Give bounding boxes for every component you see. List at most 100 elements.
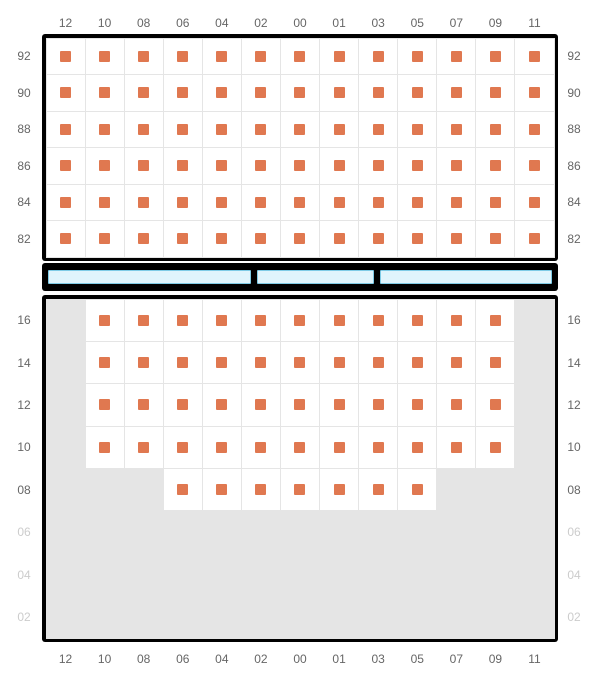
seat-cell[interactable] (85, 184, 125, 222)
seat-cell[interactable] (46, 220, 86, 258)
seat-cell[interactable] (241, 74, 281, 112)
seat-cell[interactable] (202, 383, 242, 426)
seat-cell[interactable] (202, 468, 242, 511)
seat-cell[interactable] (358, 184, 398, 222)
seat-cell[interactable] (85, 38, 125, 76)
seat-cell[interactable] (436, 383, 476, 426)
seat-cell[interactable] (202, 147, 242, 185)
seat-cell[interactable] (202, 111, 242, 149)
seat-cell[interactable] (475, 341, 515, 384)
seat-cell[interactable] (85, 111, 125, 149)
seat-cell[interactable] (241, 147, 281, 185)
seat-cell[interactable] (85, 341, 125, 384)
seat-cell[interactable] (436, 111, 476, 149)
seat-cell[interactable] (46, 184, 86, 222)
seat-cell[interactable] (475, 38, 515, 76)
seat-cell[interactable] (241, 220, 281, 258)
seat-cell[interactable] (124, 426, 164, 469)
seat-cell[interactable] (280, 111, 320, 149)
seat-cell[interactable] (163, 468, 203, 511)
seat-cell[interactable] (436, 184, 476, 222)
seat-cell[interactable] (397, 468, 437, 511)
seat-cell[interactable] (241, 426, 281, 469)
seat-cell[interactable] (397, 299, 437, 342)
seat-cell[interactable] (358, 147, 398, 185)
seat-cell[interactable] (475, 383, 515, 426)
seat-cell[interactable] (85, 426, 125, 469)
seat-cell[interactable] (202, 220, 242, 258)
seat-cell[interactable] (124, 38, 164, 76)
seat-cell[interactable] (475, 111, 515, 149)
seat-cell[interactable] (280, 184, 320, 222)
seat-cell[interactable] (397, 147, 437, 185)
seat-cell[interactable] (475, 184, 515, 222)
seat-cell[interactable] (202, 184, 242, 222)
seat-cell[interactable] (85, 299, 125, 342)
seat-cell[interactable] (319, 468, 359, 511)
seat-cell[interactable] (397, 74, 437, 112)
seat-cell[interactable] (163, 299, 203, 342)
seat-cell[interactable] (475, 147, 515, 185)
seat-cell[interactable] (358, 74, 398, 112)
seat-cell[interactable] (514, 74, 554, 112)
seat-cell[interactable] (202, 426, 242, 469)
seat-cell[interactable] (358, 38, 398, 76)
seat-cell[interactable] (397, 220, 437, 258)
seat-cell[interactable] (319, 426, 359, 469)
seat-cell[interactable] (241, 38, 281, 76)
seat-cell[interactable] (436, 299, 476, 342)
seat-cell[interactable] (85, 383, 125, 426)
seat-cell[interactable] (46, 147, 86, 185)
seat-cell[interactable] (358, 220, 398, 258)
seat-cell[interactable] (163, 111, 203, 149)
seat-cell[interactable] (436, 38, 476, 76)
seat-cell[interactable] (475, 74, 515, 112)
seat-cell[interactable] (241, 468, 281, 511)
seat-cell[interactable] (280, 74, 320, 112)
seat-cell[interactable] (124, 184, 164, 222)
seat-cell[interactable] (358, 383, 398, 426)
seat-cell[interactable] (46, 74, 86, 112)
seat-cell[interactable] (46, 38, 86, 76)
seat-cell[interactable] (124, 147, 164, 185)
seat-cell[interactable] (163, 74, 203, 112)
seat-cell[interactable] (397, 111, 437, 149)
seat-cell[interactable] (514, 38, 554, 76)
seat-cell[interactable] (319, 147, 359, 185)
seat-cell[interactable] (85, 74, 125, 112)
seat-cell[interactable] (319, 220, 359, 258)
seat-cell[interactable] (163, 383, 203, 426)
seat-cell[interactable] (163, 220, 203, 258)
seat-cell[interactable] (124, 74, 164, 112)
seat-cell[interactable] (124, 299, 164, 342)
seat-cell[interactable] (241, 299, 281, 342)
seat-cell[interactable] (358, 299, 398, 342)
seat-cell[interactable] (280, 299, 320, 342)
seat-cell[interactable] (358, 468, 398, 511)
seat-cell[interactable] (46, 111, 86, 149)
seat-cell[interactable] (436, 147, 476, 185)
seat-cell[interactable] (397, 38, 437, 76)
seat-cell[interactable] (397, 184, 437, 222)
seat-cell[interactable] (514, 147, 554, 185)
seat-cell[interactable] (241, 111, 281, 149)
seat-cell[interactable] (397, 426, 437, 469)
seat-cell[interactable] (514, 220, 554, 258)
seat-cell[interactable] (280, 383, 320, 426)
seat-cell[interactable] (358, 341, 398, 384)
seat-cell[interactable] (319, 74, 359, 112)
seat-cell[interactable] (163, 426, 203, 469)
seat-cell[interactable] (436, 341, 476, 384)
seat-cell[interactable] (124, 111, 164, 149)
seat-cell[interactable] (280, 426, 320, 469)
seat-cell[interactable] (397, 383, 437, 426)
seat-cell[interactable] (475, 299, 515, 342)
seat-cell[interactable] (163, 38, 203, 76)
seat-cell[interactable] (202, 74, 242, 112)
seat-cell[interactable] (280, 147, 320, 185)
seat-cell[interactable] (358, 111, 398, 149)
seat-cell[interactable] (85, 147, 125, 185)
seat-cell[interactable] (241, 383, 281, 426)
seat-cell[interactable] (319, 383, 359, 426)
seat-cell[interactable] (124, 341, 164, 384)
